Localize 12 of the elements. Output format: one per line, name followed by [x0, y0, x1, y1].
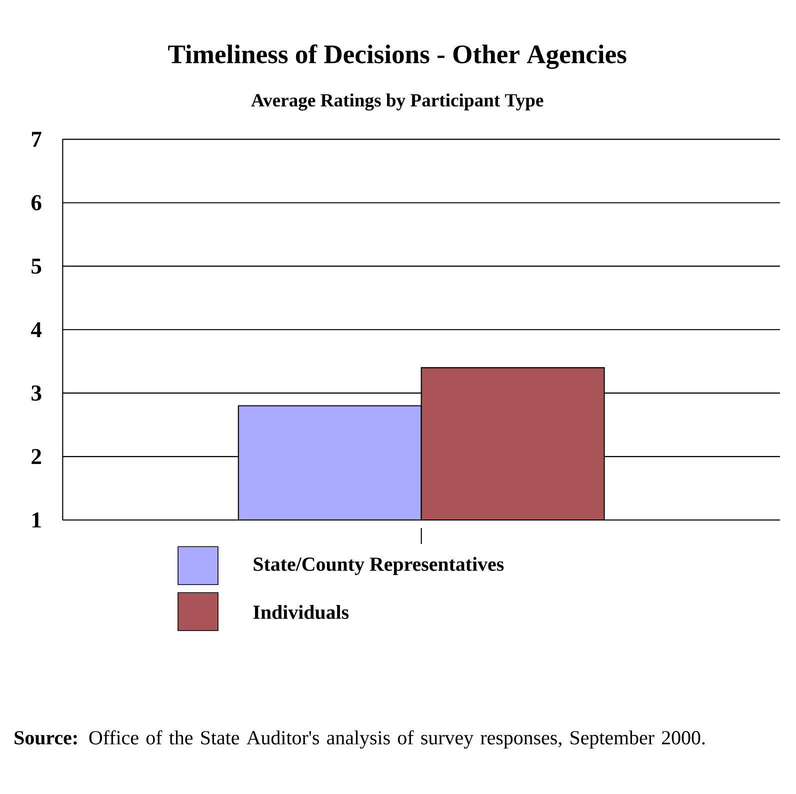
y-tick-label: 2 — [32, 449, 42, 464]
text: Source: Office of the State Auditor's analysis of survey responses, September 2000. — [14, 730, 705, 749]
y-tick-label: 3 — [32, 386, 42, 401]
chart-subtitle: Average Ratings by Participant Type — [251, 93, 544, 110]
y-tick-label: 4 — [31, 322, 42, 338]
y-tick-label: 6 — [31, 195, 42, 210]
legend-label: State/County Representatives — [254, 556, 504, 576]
chart-title: Timeliness of Decisions - Other Agencies — [168, 44, 626, 69]
legend-label: Individuals — [253, 604, 349, 620]
y-tick-label: 5 — [32, 258, 42, 274]
y-tick-label: 1 — [32, 512, 41, 528]
y-tick-label: 7 — [32, 132, 42, 147]
